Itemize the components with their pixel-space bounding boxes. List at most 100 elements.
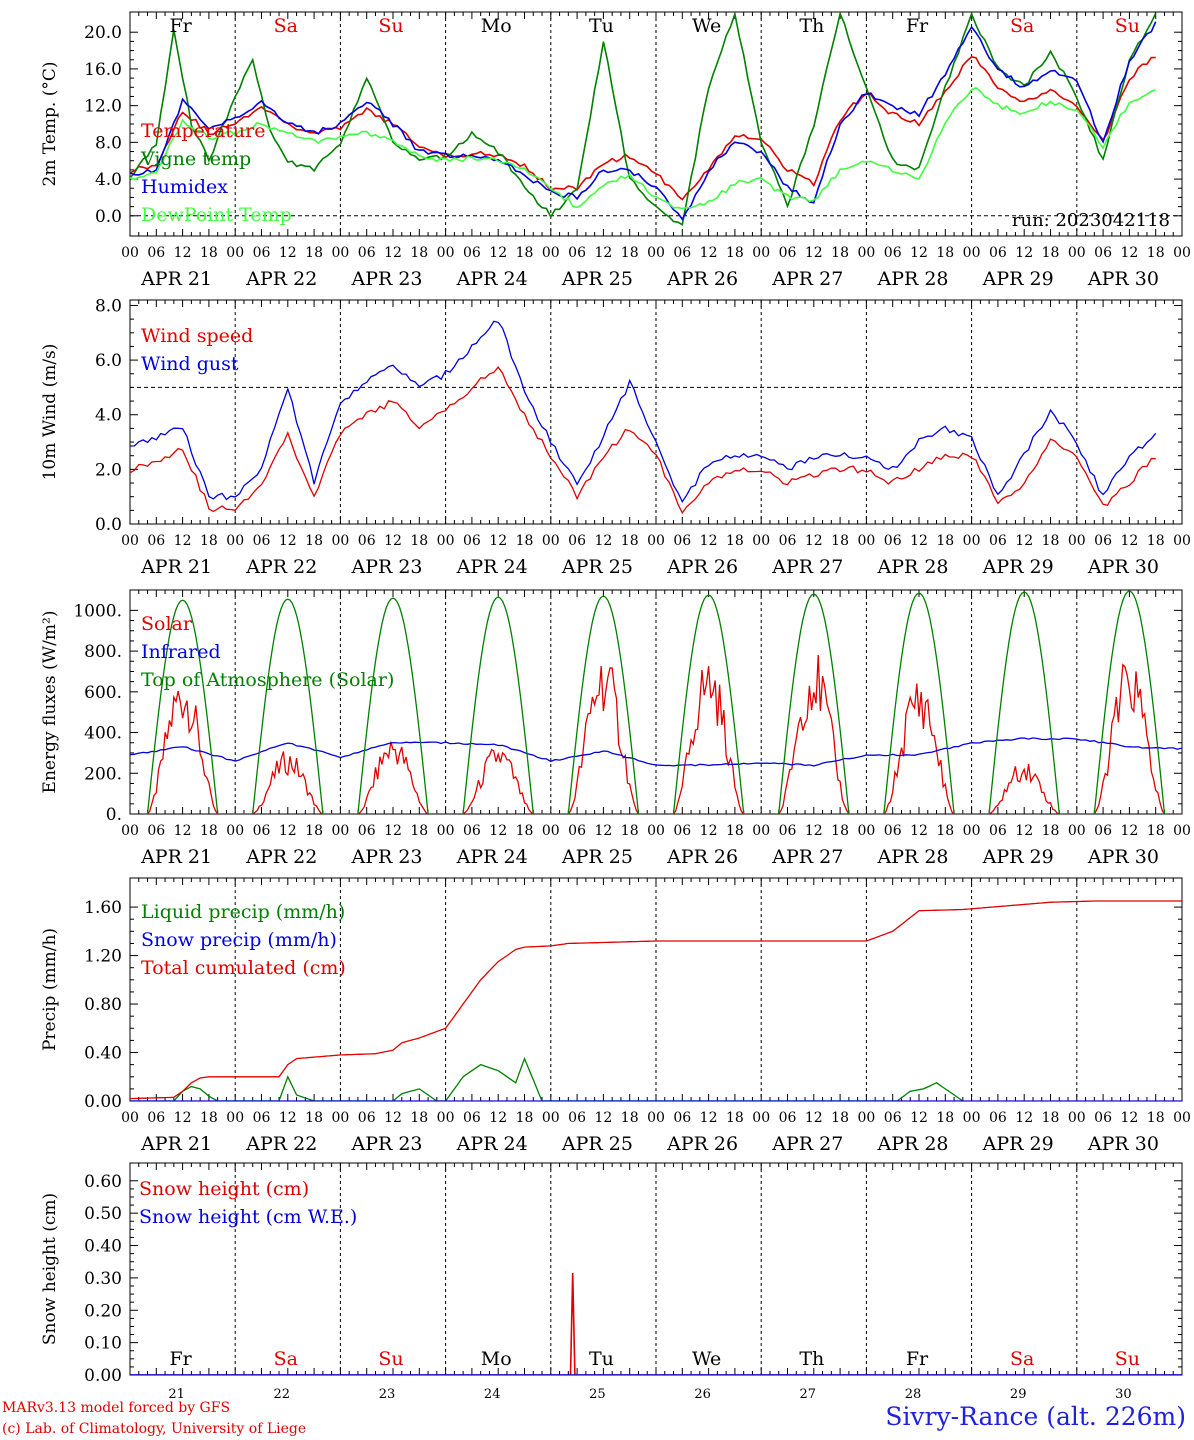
x-hour-label: 12	[174, 245, 192, 261]
x-hour-label: 06	[884, 1110, 902, 1126]
x-hour-label: 18	[621, 245, 639, 261]
legend-entry: Solar	[141, 613, 193, 635]
x-date-label: APR 25	[561, 268, 633, 290]
x-hour-label: 06	[884, 823, 902, 839]
plot-frame	[129, 589, 1183, 815]
x-hour-label: 18	[200, 1110, 218, 1126]
x-hour-label: 00	[857, 823, 875, 839]
y-tick-label: 16.0	[84, 60, 122, 80]
x-hour-label: 18	[831, 823, 849, 839]
x-hour-label: 00	[1173, 533, 1191, 549]
y-tick-label: 0.20	[84, 1301, 122, 1321]
x-hour-label: 18	[936, 533, 954, 549]
x-hour-label: 12	[594, 823, 612, 839]
series-group	[130, 320, 1157, 515]
x-hour-label: 12	[700, 1110, 718, 1126]
y-tick-label: 0.60	[84, 1172, 122, 1192]
x-hour-label: 12	[805, 245, 823, 261]
x-hour-label: 00	[1068, 245, 1086, 261]
y-tick-label: 0.50	[84, 1204, 122, 1224]
x-hour-label: 00	[121, 245, 139, 261]
x-date-label: APR 26	[666, 1133, 738, 1155]
series-line-vigne-temp	[130, 12, 1157, 226]
y-axis-label: Snow height (cm)	[40, 1193, 60, 1345]
x-day-number: 22	[274, 1387, 291, 1398]
y-tick-label: 0.40	[84, 1044, 122, 1064]
x-hour-label: 18	[831, 533, 849, 549]
x-hour-label: 00	[226, 533, 244, 549]
day-name: Tu	[589, 15, 614, 37]
x-hour-label: 18	[726, 245, 744, 261]
x-date-label: APR 27	[771, 556, 843, 578]
series-line-solar	[146, 654, 1182, 814]
x-date-label: APR 28	[876, 556, 948, 578]
x-day-number: 29	[1010, 1387, 1027, 1398]
x-date-label: APR 28	[876, 1133, 948, 1155]
x-date-label: APR 26	[666, 846, 738, 868]
x-hour-label: 06	[253, 245, 271, 261]
panel-4: 0.00 0.40 0.80 1.20 1.60 Precip (mm/h) Liquid …	[40, 877, 1191, 1155]
x-hour-label: 00	[331, 823, 349, 839]
x-hour-label: 00	[542, 823, 560, 839]
x-hour-label: 00	[857, 1110, 875, 1126]
legend-entry: Snow height (cm W.E.)	[139, 1206, 357, 1228]
x-hour-label: 00	[542, 1110, 560, 1126]
x-hour-label: 06	[147, 245, 165, 261]
series-group	[130, 12, 1157, 226]
x-hour-label: 00	[1068, 823, 1086, 839]
x-hour-label: 00	[752, 1110, 770, 1126]
x-hour-label: 12	[594, 1110, 612, 1126]
x-hour-label: 06	[568, 823, 586, 839]
x-date-label: APR 30	[1087, 268, 1159, 290]
x-hour-label: 12	[1120, 1110, 1138, 1126]
y-tick-label: 1.60	[84, 898, 122, 918]
x-hour-label: 18	[1042, 533, 1060, 549]
series-line-temperature	[130, 56, 1156, 201]
x-hour-label: 18	[726, 533, 744, 549]
x-hour-label: 18	[410, 533, 428, 549]
day-name: Sa	[1010, 1348, 1034, 1370]
x-hour-label: 06	[147, 533, 165, 549]
x-hour-label: 12	[174, 533, 192, 549]
x-hour-label: 12	[1120, 245, 1138, 261]
x-hour-label: 00	[963, 1110, 981, 1126]
day-name: Sa	[1010, 15, 1034, 37]
x-hour-label: 00	[963, 823, 981, 839]
y-tick-label: 200.	[84, 764, 122, 784]
y-axis-label: 2m Temp. (°C)	[40, 61, 60, 186]
x-hour-label: 12	[700, 533, 718, 549]
x-hour-label: 12	[910, 1110, 928, 1126]
legend-entry: Wind gust	[141, 353, 239, 375]
y-tick-label: 0.10	[84, 1334, 122, 1354]
x-day-number: 24	[484, 1387, 501, 1398]
y-tick-label: 8.0	[95, 133, 122, 153]
x-hour-label: 06	[673, 1110, 691, 1126]
x-date-label: APR 25	[561, 846, 633, 868]
x-hour-label: 00	[1068, 533, 1086, 549]
x-hour-label: 00	[1173, 1110, 1191, 1126]
day-name: We	[692, 1348, 721, 1370]
meteogram: 0.0 4.0 8.0 12.0 16.0 20.0 2m Temp. (°C) Temper…	[40, 11, 1191, 1398]
x-hour-label: 00	[226, 1110, 244, 1126]
x-hour-label: 18	[200, 823, 218, 839]
y-tick-label: 0.	[106, 805, 122, 825]
day-name: Su	[378, 15, 403, 37]
x-hour-label: 06	[358, 245, 376, 261]
x-hour-label: 06	[989, 1110, 1007, 1126]
x-hour-label: 18	[516, 245, 534, 261]
legend-entry: Total cumulated (cm)	[141, 957, 346, 979]
x-hour-label: 06	[463, 533, 481, 549]
x-hour-label: 18	[200, 533, 218, 549]
x-hour-label: 18	[1042, 245, 1060, 261]
x-hour-label: 06	[1094, 533, 1112, 549]
x-hour-label: 18	[410, 823, 428, 839]
x-hour-label: 00	[331, 1110, 349, 1126]
y-tick-label: 4.0	[95, 170, 122, 190]
x-hour-label: 12	[279, 245, 297, 261]
x-date-label: APR 27	[771, 846, 843, 868]
y-axis-label: Precip (mm/h)	[40, 928, 60, 1051]
x-hour-label: 18	[621, 823, 639, 839]
x-hour-label: 18	[1147, 823, 1165, 839]
x-date-label: APR 29	[982, 1133, 1054, 1155]
x-date-label: APR 27	[771, 1133, 843, 1155]
